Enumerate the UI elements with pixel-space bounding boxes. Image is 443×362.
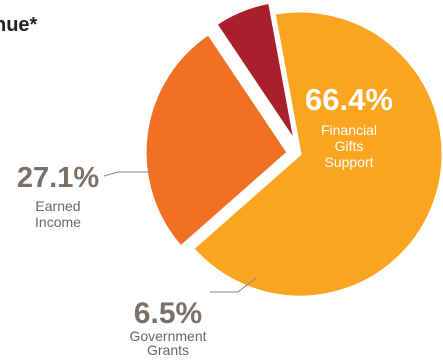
- slice-percent-label: 27.1%: [17, 162, 99, 194]
- slice-category-label: Support: [324, 154, 373, 170]
- slice-category-label: Earned: [35, 198, 80, 214]
- pie-slices: [143, 0, 443, 299]
- leader-lines: [103, 171, 257, 293]
- slice-category-label: Income: [35, 214, 81, 230]
- pie-slice-financial-gifts-support: [190, 9, 443, 299]
- slice-category-label: Financial: [321, 122, 377, 138]
- slice-category-label: Gifts: [335, 138, 364, 154]
- slice-percent-label: 66.4%: [305, 82, 393, 117]
- pie-slice-earned-income: [143, 31, 291, 250]
- pie-slice-government-grants: [213, 0, 297, 144]
- slice-percent-label: 6.5%: [134, 297, 202, 330]
- chart-title: nue*: [0, 14, 38, 36]
- slice-category-label: Government: [129, 328, 206, 344]
- leader-line: [103, 171, 152, 177]
- leader-line: [210, 277, 257, 293]
- slice-category-label: Grants: [147, 342, 189, 358]
